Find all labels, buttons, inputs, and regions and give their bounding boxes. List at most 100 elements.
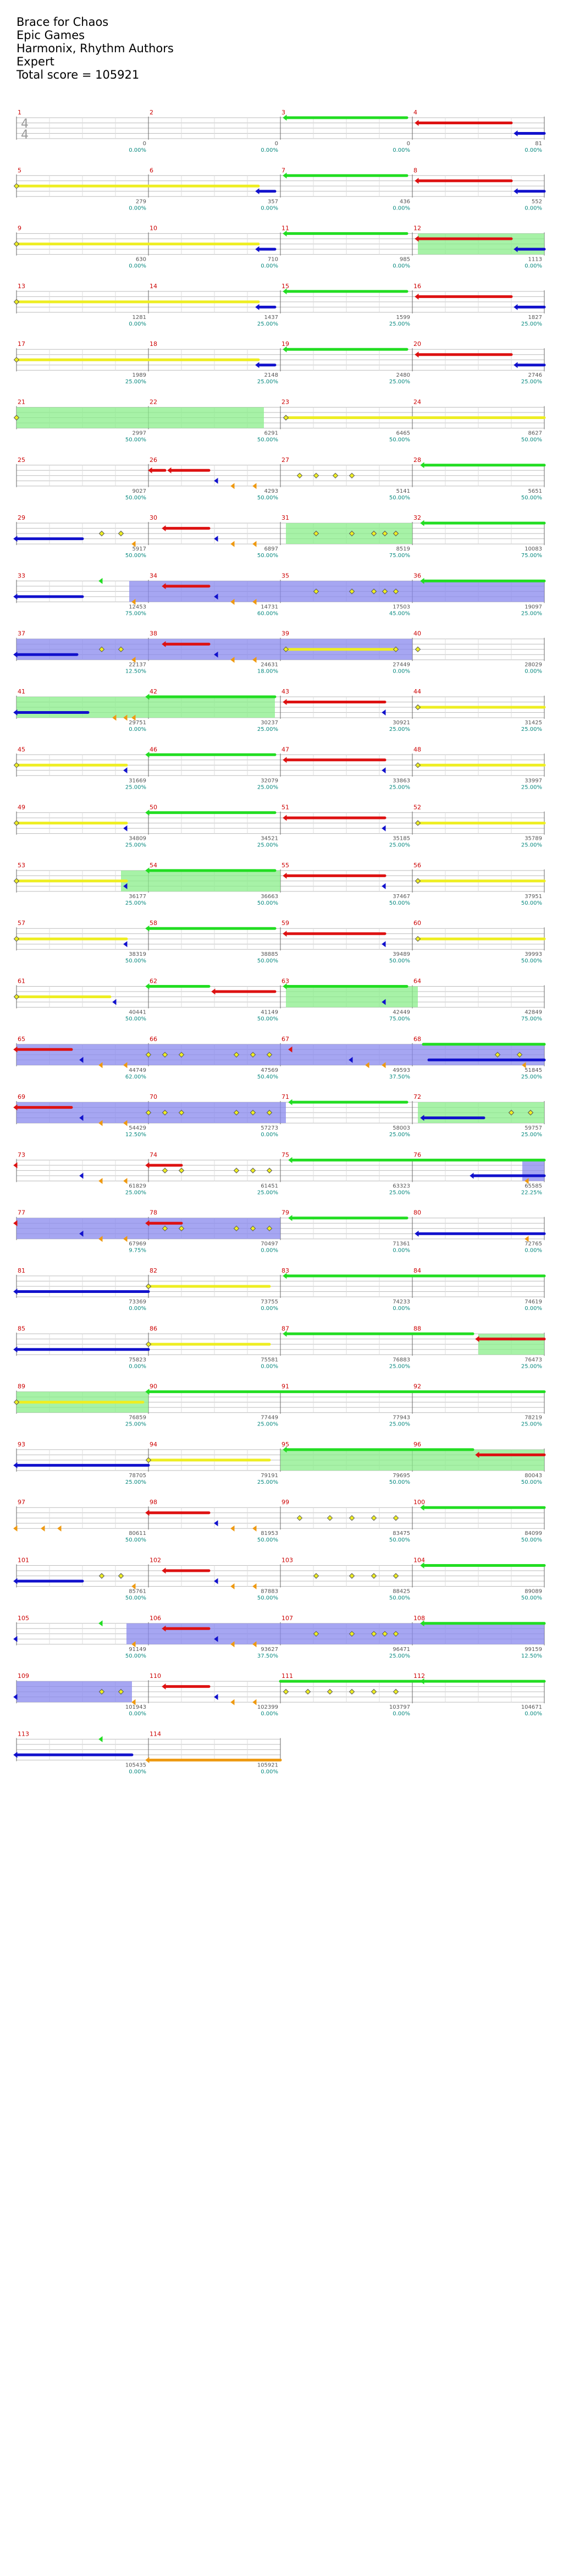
note-marker: [288, 1046, 292, 1053]
measure-number: 17: [18, 340, 25, 348]
note-marker: [382, 941, 386, 948]
note-marker: [365, 1062, 369, 1069]
measure-score: 34521: [261, 836, 278, 842]
measure-number: 25: [18, 456, 25, 464]
note-marker: [349, 1573, 355, 1579]
measure-percent: 25.00%: [521, 321, 542, 327]
note-marker: [167, 467, 172, 474]
note-marker: [162, 1625, 166, 1632]
note-marker: [13, 241, 20, 247]
measure-number: 2: [150, 109, 153, 116]
measure-percent: 25.00%: [257, 1479, 278, 1485]
measure-number: 30: [150, 514, 157, 521]
note-marker: [252, 657, 257, 663]
note-marker: [415, 235, 419, 242]
measure-score: 75581: [261, 1357, 278, 1363]
measure-score: 19097: [525, 604, 542, 610]
note-marker: [313, 1573, 319, 1579]
measure-number: 29: [18, 514, 25, 521]
measure-number: 21: [18, 399, 25, 406]
note-marker: [255, 362, 260, 368]
measure-number: 85: [18, 1325, 25, 1332]
measure-number: 107: [282, 1615, 293, 1622]
measure-percent: 0.00%: [129, 1711, 146, 1717]
measure-percent: 25.00%: [257, 1422, 278, 1428]
note-marker: [393, 588, 399, 595]
measure-percent: 0.00%: [129, 321, 146, 327]
measure-number: 75: [282, 1151, 289, 1158]
note-marker: [123, 825, 128, 832]
measure-score: 87883: [261, 1589, 278, 1595]
measure-percent: 25.00%: [257, 843, 278, 849]
measure-percent: 9.75%: [129, 1248, 146, 1254]
measure-score: 80611: [129, 1531, 146, 1537]
note-marker: [327, 1515, 333, 1521]
measure-score: 1827: [528, 315, 542, 321]
measure-number: 45: [18, 746, 25, 753]
note-marker: [214, 1578, 218, 1584]
measure-score: 29751: [129, 720, 146, 726]
measure-score: 14731: [261, 604, 278, 610]
measure-score: 74233: [393, 1299, 410, 1305]
measure-score: 77943: [393, 1415, 410, 1421]
measure-percent: 50.00%: [125, 553, 146, 559]
measure-score: 31425: [525, 720, 542, 726]
measure-score: 0: [143, 141, 146, 147]
note-marker: [327, 1688, 333, 1695]
measure-score: 357: [268, 199, 278, 205]
note-marker: [162, 1225, 168, 1231]
measure-percent: 0.00%: [393, 1248, 410, 1254]
note-marker: [283, 872, 287, 879]
measure-number: 23: [282, 399, 289, 406]
measure-percent: 50.00%: [257, 1016, 278, 1022]
measure-percent: 25.00%: [389, 784, 410, 790]
measure-score: 5651: [528, 488, 542, 494]
note-marker: [349, 1515, 355, 1521]
measure-score: 17503: [393, 604, 410, 610]
measure-number: 84: [413, 1267, 421, 1274]
note-marker: [13, 356, 20, 363]
note-marker: [371, 588, 377, 595]
note-marker: [214, 536, 218, 542]
note-marker: [288, 1099, 292, 1105]
measure-score: 10083: [525, 546, 542, 552]
measure-score: 40441: [129, 1010, 146, 1016]
measure-score: 1113: [528, 257, 542, 263]
difficulty-label: Expert: [16, 55, 54, 68]
note-marker: [266, 1225, 273, 1231]
note-marker: [233, 1052, 240, 1058]
measure-number: 78: [150, 1209, 157, 1217]
overdrive-region: [121, 870, 280, 891]
note-marker: [145, 1757, 150, 1763]
note-marker: [118, 1688, 124, 1695]
measure-number: 97: [18, 1499, 25, 1506]
note-marker: [148, 467, 152, 474]
note-marker: [371, 1573, 377, 1579]
measure-score: 2997: [133, 431, 146, 437]
measure-number: 89: [18, 1383, 25, 1390]
note-marker: [252, 483, 257, 489]
total-score: Total score = 105921: [16, 68, 140, 81]
note-marker: [13, 1399, 20, 1405]
note-marker: [214, 1694, 218, 1700]
note-marker: [214, 651, 218, 658]
measure-number: 106: [150, 1615, 161, 1622]
note-marker: [255, 246, 260, 252]
measure-percent: 22.25%: [521, 1190, 542, 1196]
measure-percent: 25.00%: [521, 784, 542, 790]
note-marker: [112, 999, 117, 1005]
note-marker: [13, 1104, 18, 1111]
note-marker: [145, 1389, 150, 1395]
note-marker: [382, 767, 386, 774]
overdrive-region: [16, 1044, 544, 1065]
note-marker: [123, 1120, 128, 1126]
note-marker: [382, 825, 386, 832]
measure-number: 16: [413, 283, 421, 290]
note-marker: [349, 588, 355, 595]
measure-percent: 0.00%: [261, 205, 278, 211]
measure-score: 41149: [261, 1010, 278, 1016]
note-marker: [230, 483, 235, 489]
note-marker: [123, 941, 128, 948]
measure-number: 108: [413, 1615, 425, 1622]
measure-number: 62: [150, 978, 157, 985]
